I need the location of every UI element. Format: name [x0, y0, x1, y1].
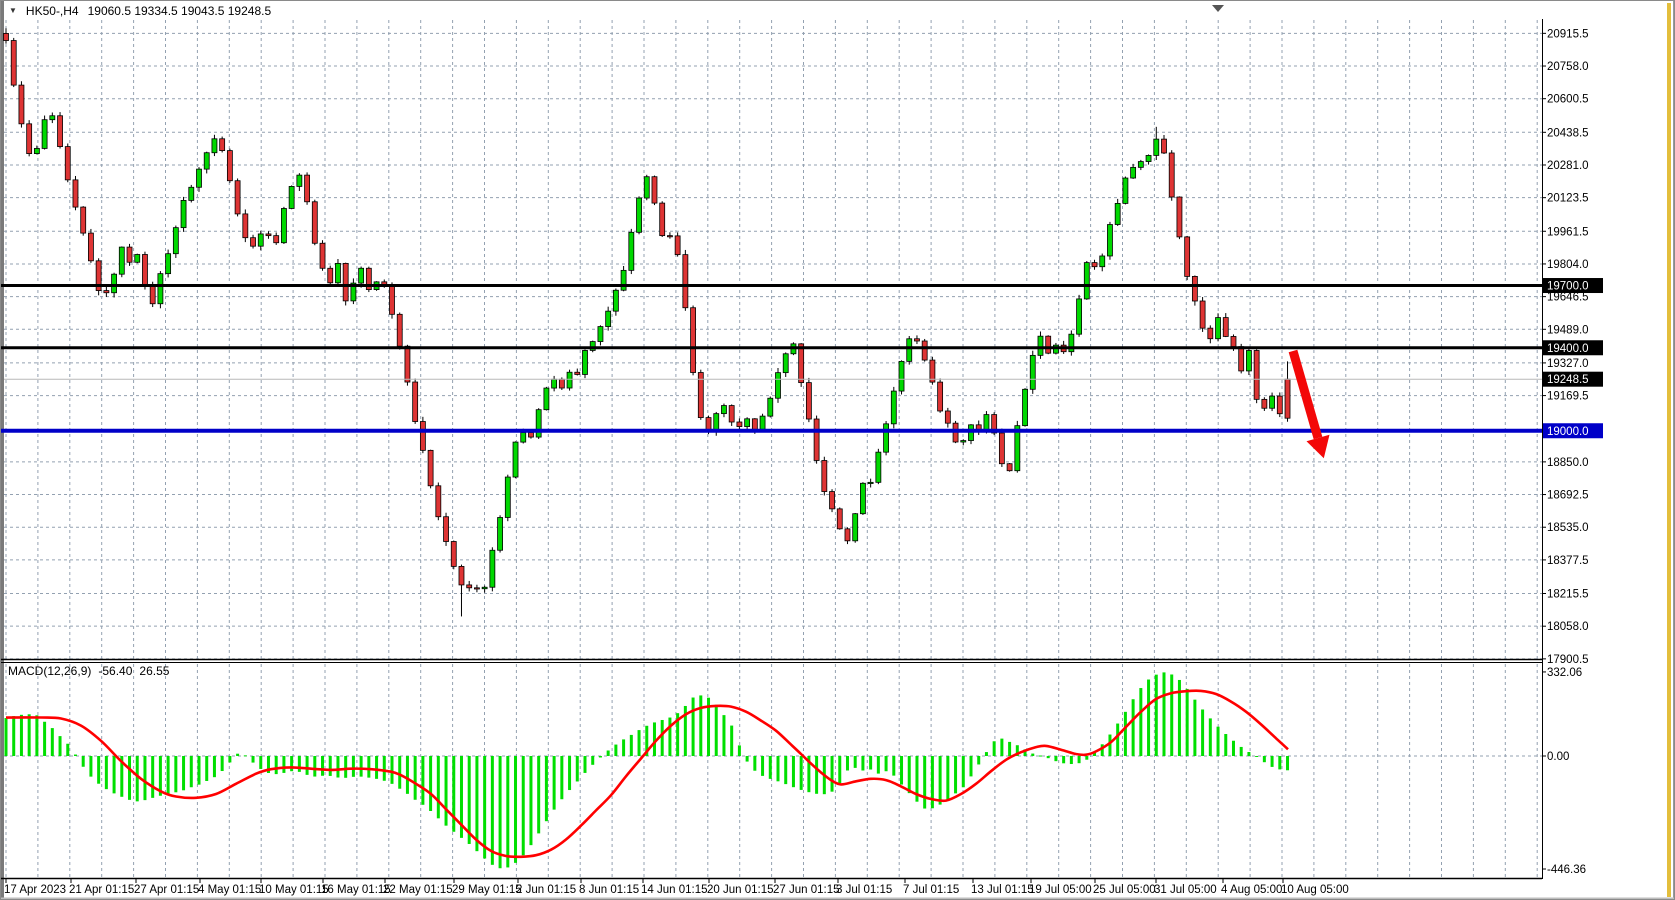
price-label-box: [1543, 371, 1603, 387]
symbol-dropdown-icon[interactable]: ▼: [9, 5, 17, 15]
x-axis-label: 10 Aug 05:00: [1281, 884, 1349, 896]
y-axis-label: 19700.0: [1547, 281, 1589, 293]
y-axis-label: 20123.5: [1547, 193, 1589, 205]
y-axis-label: 20600.5: [1547, 94, 1589, 106]
macd-axis[interactable]: 332.06 0.00 -446.36: [1542, 667, 1586, 876]
y-axis-label: 18692.5: [1547, 490, 1589, 502]
x-axis-label: 29 May 01:15: [452, 884, 522, 896]
macd-indicator-label: MACD(12,26,9) -56.40 26.55: [8, 664, 169, 678]
trend-arrow-object[interactable]: [1288, 349, 1330, 459]
chart-title-bar: ▼ HK50-,H4 19060.5 19334.5 19043.5 19248…: [9, 4, 271, 18]
x-axis-label: 8 Jun 01:15: [579, 884, 639, 896]
y-axis-label: 19327.0: [1547, 358, 1589, 370]
macd-axis-label: -446.36: [1547, 864, 1586, 876]
macd-signal: [5, 689, 1289, 859]
y-axis-label: 20915.5: [1547, 28, 1589, 40]
y-axis-label: 18535.0: [1547, 522, 1589, 534]
macd-main-value: -56.40: [98, 664, 133, 678]
x-axis-label: 13 Jul 01:15: [971, 884, 1034, 896]
macd-name: MACD(12,26,9): [8, 664, 92, 678]
x-axis-label: 7 Jul 01:15: [903, 884, 959, 896]
y-axis-label: 17900.5: [1547, 654, 1589, 666]
y-axis-label: 18377.5: [1547, 555, 1589, 567]
y-axis-label: 19489.0: [1547, 324, 1589, 336]
x-axis-label: 25 Jul 05:00: [1093, 884, 1156, 896]
x-axis-label: 27 Jun 01:15: [773, 884, 840, 896]
y-axis-label: 20758.0: [1547, 61, 1589, 73]
y-axis-label: 19248.5: [1547, 374, 1589, 386]
x-axis-label: 20 Jun 01:15: [707, 884, 774, 896]
x-axis-label: 31 Jul 05:00: [1154, 884, 1217, 896]
price-label-box: [1543, 423, 1603, 439]
macd-axis-label: 0.00: [1547, 751, 1569, 763]
y-axis-label: 18215.5: [1547, 589, 1589, 601]
x-axis-label: 4 May 01:15: [198, 884, 261, 896]
panel-borders: [1, 19, 1543, 880]
symbol-timeframe-label: HK50-,H4: [25, 4, 79, 18]
x-axis-label: 22 May 01:15: [383, 884, 453, 896]
price-label-box: [1543, 340, 1603, 356]
ohlc-values: 19060.5 19334.5 19043.5 19248.5: [87, 4, 272, 18]
x-axis-label: 10 May 01:15: [259, 884, 329, 896]
macd-signal-line: [5, 689, 1289, 859]
y-axis-label: 18058.0: [1547, 621, 1589, 633]
y-axis-label: 20281.0: [1547, 160, 1589, 172]
macd-axis-label: 332.06: [1547, 667, 1582, 679]
x-axis-label: 21 Apr 01:15: [69, 884, 134, 896]
y-axis-label: 19000.0: [1547, 426, 1589, 438]
x-axis-label: 16 May 01:15: [321, 884, 391, 896]
x-axis-label: 17 Apr 2023: [4, 884, 66, 896]
x-axis-label: 2 Jun 01:15: [516, 884, 576, 896]
y-axis-label: 19169.5: [1547, 391, 1589, 403]
y-axis-label: 19646.5: [1547, 292, 1589, 304]
grid-lines: [4, 20, 1542, 877]
time-axis[interactable]: 17 Apr 2023 21 Apr 01:15 27 Apr 01:154 May…: [4, 879, 1349, 896]
x-axis-label: 27 Apr 01:15: [134, 884, 199, 896]
macd-signal-value: 26.55: [139, 664, 170, 678]
x-axis-label: 3 Jul 01:15: [836, 884, 892, 896]
y-axis-label: 20438.5: [1547, 127, 1589, 139]
candles-layer: [3, 28, 1291, 617]
price-label-box: [1543, 278, 1603, 294]
x-axis-label: 14 Jun 01:15: [641, 884, 708, 896]
window-accent-strip: [1667, 3, 1671, 897]
price-axis[interactable]: 20915.5 20758.0 20600.5 20438.5 20281.0 20123…: [1542, 28, 1603, 666]
macd-histogram: [4, 672, 1290, 869]
x-axis-label: 4 Aug 05:00: [1221, 884, 1282, 896]
y-axis-label: 19804.0: [1547, 259, 1589, 271]
chart-shift-marker-icon[interactable]: [1212, 5, 1224, 12]
x-axis-label: 19 Jul 05:00: [1029, 884, 1092, 896]
y-axis-label: 19400.0: [1547, 343, 1589, 355]
y-axis-label: 18850.0: [1547, 457, 1589, 469]
y-axis-label: 19961.5: [1547, 226, 1589, 238]
